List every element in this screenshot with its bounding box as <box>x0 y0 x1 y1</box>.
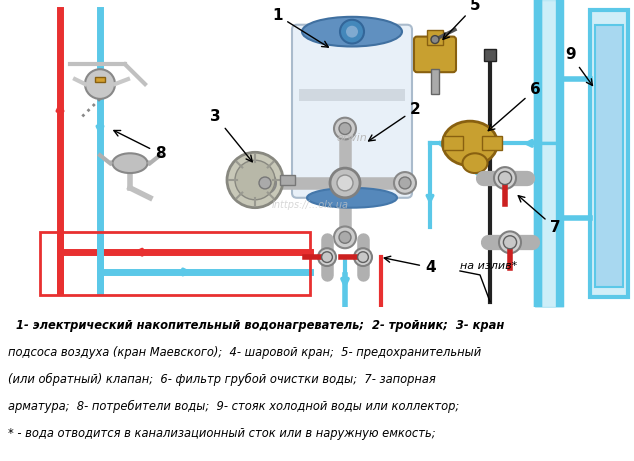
Circle shape <box>354 248 372 266</box>
Ellipse shape <box>462 154 488 173</box>
Circle shape <box>337 175 353 191</box>
Bar <box>595 25 623 287</box>
Ellipse shape <box>302 17 402 47</box>
Bar <box>431 69 439 94</box>
Text: 1- электрический накопительный водонагреватель;  2- тройник;  3- кран: 1- электрический накопительный водонагре… <box>8 319 505 331</box>
Circle shape <box>339 123 351 135</box>
Circle shape <box>503 236 517 249</box>
Text: 7: 7 <box>518 195 560 236</box>
Circle shape <box>254 172 276 194</box>
Text: 9: 9 <box>565 47 592 85</box>
Bar <box>299 89 405 101</box>
Text: 4: 4 <box>384 256 436 275</box>
Ellipse shape <box>443 121 498 165</box>
Ellipse shape <box>307 188 397 207</box>
FancyBboxPatch shape <box>292 25 412 198</box>
Circle shape <box>394 172 416 194</box>
Circle shape <box>339 231 351 243</box>
Bar <box>484 49 496 61</box>
Circle shape <box>399 177 411 189</box>
Bar <box>40 232 310 295</box>
Circle shape <box>346 26 358 38</box>
Circle shape <box>498 171 512 184</box>
Text: 3: 3 <box>210 109 252 162</box>
Text: arwin: arwin <box>337 133 367 143</box>
Text: 5: 5 <box>443 0 481 39</box>
Bar <box>95 77 105 82</box>
Bar <box>280 175 295 185</box>
FancyBboxPatch shape <box>414 36 456 72</box>
Text: 2: 2 <box>368 102 421 141</box>
Circle shape <box>318 248 336 266</box>
Circle shape <box>431 35 439 43</box>
Bar <box>482 136 502 150</box>
Text: 8: 8 <box>114 130 165 161</box>
Text: (или обратный) клапан;  6- фильтр грубой очистки воды;  7- запорная: (или обратный) клапан; 6- фильтр грубой … <box>8 373 436 386</box>
Circle shape <box>85 69 115 99</box>
Text: * - вода отводится в канализационный сток или в наружную емкость;: * - вода отводится в канализационный сто… <box>8 427 436 440</box>
Bar <box>427 30 443 45</box>
Circle shape <box>334 226 356 248</box>
Text: подсоса воздуха (кран Маевского);  4- шаровой кран;  5- предохранительный: подсоса воздуха (кран Маевского); 4- шар… <box>8 346 481 359</box>
Text: арматура;  8- потребители воды;  9- стояк холодной воды или коллектор;: арматура; 8- потребители воды; 9- стояк … <box>8 400 459 413</box>
Text: на излив*: на излив* <box>460 261 517 271</box>
Bar <box>590 10 628 297</box>
Text: 6: 6 <box>488 82 541 130</box>
Circle shape <box>330 168 360 198</box>
Circle shape <box>334 118 356 139</box>
Circle shape <box>494 167 516 189</box>
Circle shape <box>499 231 521 253</box>
Text: 1: 1 <box>272 8 328 47</box>
Text: Inttps://...olx.ua: Inttps://...olx.ua <box>271 200 349 210</box>
Circle shape <box>235 160 275 200</box>
Circle shape <box>227 152 283 207</box>
Circle shape <box>340 20 364 43</box>
Bar <box>443 136 463 150</box>
Circle shape <box>259 177 271 189</box>
Circle shape <box>321 252 332 262</box>
Ellipse shape <box>112 154 148 173</box>
Circle shape <box>358 252 368 262</box>
